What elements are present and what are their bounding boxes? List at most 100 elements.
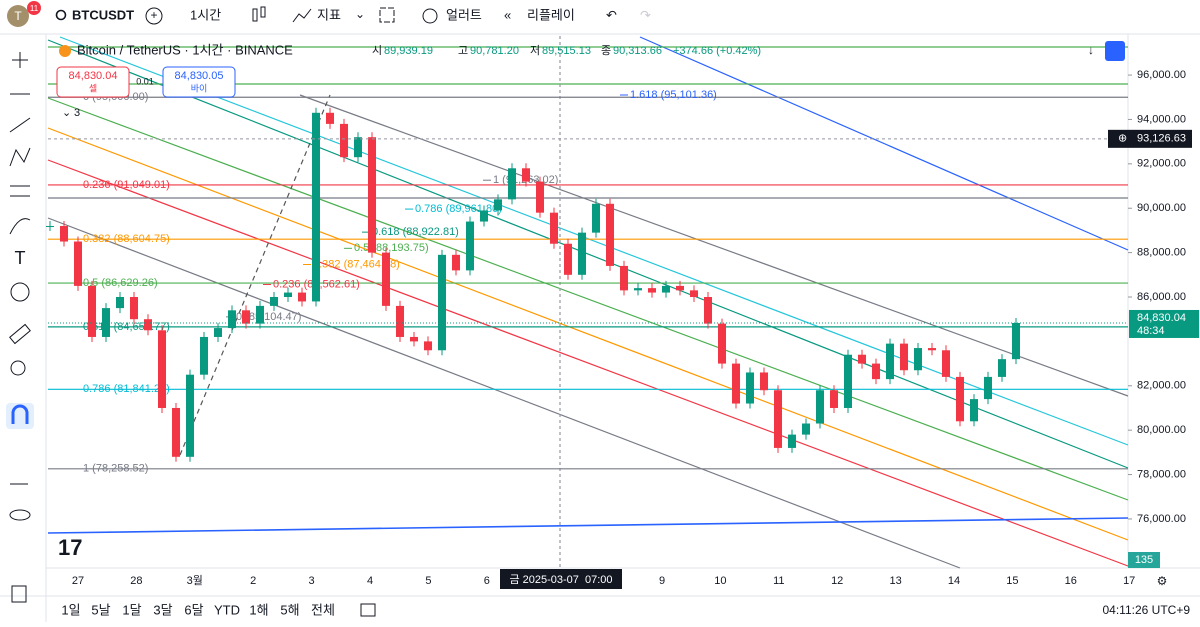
candle-body [648,288,656,293]
price-label: 88,000.00 [1137,247,1186,259]
price-label: 82,000.00 [1137,380,1186,392]
sync-button[interactable] [1105,41,1125,61]
add-symbol[interactable] [145,7,163,25]
candle-body [88,285,96,337]
alert-icon [422,8,438,24]
candle-body [200,336,208,375]
candle-body [760,372,768,391]
search-icon[interactable] [55,9,67,21]
candle-body [368,137,376,253]
candle-body [382,252,390,306]
range-button[interactable]: 1해 [249,602,268,617]
candle-body [354,137,362,158]
time-label: 6 [484,575,490,587]
channel-line [47,159,1129,567]
candle-body [690,290,698,298]
date-range-icon[interactable] [360,603,376,617]
pattern-tool[interactable] [9,147,31,167]
settings[interactable]: ⚙ [1157,574,1168,588]
last-price: 84,830.04 [1137,312,1186,324]
symbol[interactable]: BTCUSDT [72,7,134,22]
price-label: 92,000.00 [1137,158,1186,170]
replay[interactable]: 리플레이 [527,7,575,22]
legend-value: 90,313.66 [613,45,662,57]
fib-label: 0.5 (86,629.26) [83,277,158,289]
legend-label: 고 [458,45,468,57]
brush-tool[interactable] [9,218,31,235]
candle-body [158,330,166,408]
fib-label: 0.236 (91,049.01) [83,179,170,191]
interval[interactable]: 1시간 [190,7,221,22]
candle-body [172,407,180,457]
candle-body [872,363,880,380]
crosshair-plus: ⊕ [1118,133,1127,145]
channel-line [639,36,1129,251]
avatar[interactable] [7,5,29,27]
volume-box [1128,552,1160,568]
emoji-tool[interactable] [10,282,30,302]
ruler-tool[interactable] [9,323,31,345]
indicators[interactable]: 지표 [317,7,341,22]
candle-body [1012,322,1020,360]
chart-type-icon[interactable] [252,8,258,22]
candle-body [508,168,516,200]
legend-label: 종 [601,45,611,57]
candle-body [144,319,152,331]
buy-price: 84,830.05 [175,70,224,82]
candle-body [340,123,348,158]
range-button[interactable]: 1일 [61,602,80,617]
drawings [47,36,1129,569]
order-qty[interactable]: 0.01 [136,76,154,86]
avatar-letter: T [14,9,22,23]
time-label: 28 [130,575,142,587]
time-label: 17 [1123,575,1135,587]
candle-body [942,350,950,377]
collapse-arrow[interactable]: ⌄ [62,107,71,119]
alerts[interactable]: 얼러트 [446,7,482,22]
candle-body [60,225,68,242]
sell-price: 84,830.04 [69,70,118,82]
candle-body [746,372,754,404]
candle-body [438,254,446,351]
candle-body [662,285,670,293]
candle-body [998,359,1006,377]
candle-body [774,390,782,448]
zoom-tool[interactable] [10,360,26,376]
sell-button[interactable] [56,66,130,98]
time-label: 12 [831,575,843,587]
candle-body [242,310,250,324]
time-label: 16 [1065,575,1077,587]
layout-icon[interactable] [379,7,395,23]
range-button[interactable]: 5해 [280,602,299,617]
text-tool[interactable]: T [15,248,26,268]
collapse-count[interactable]: 3 [74,107,80,119]
redo[interactable]: ↷ [640,7,651,22]
fib-label: 1 (78,258.52) [83,463,148,475]
range-button[interactable]: 5날 [91,602,110,617]
legend-value: 89,939.19 [384,45,433,57]
candles [46,107,1020,462]
scroll-down[interactable]: ↓ [1088,43,1094,57]
undo[interactable]: ↶ [606,7,617,22]
range-button[interactable]: 3달 [153,602,172,617]
candle-body [480,210,488,222]
fib-label: 0.5 (88,193.75) [354,242,429,254]
range-button[interactable]: YTD [214,602,240,617]
range-button[interactable]: 6달 [184,602,203,617]
legend-title: Bitcoin / TetherUS · 1시간 · BINANCE [77,42,293,57]
candle-body [900,343,908,371]
trash-tool[interactable] [11,585,27,603]
dropdown[interactable]: ⌄ [355,7,365,21]
range-button[interactable]: 전체 [311,602,335,617]
time-label: 14 [948,575,960,587]
time-label: 15 [1006,575,1018,587]
buy-button[interactable] [162,66,236,98]
magnet-icon [11,404,29,424]
range-button[interactable]: 1달 [122,602,141,617]
candle-body [116,297,124,309]
trend-tool[interactable] [9,117,31,133]
candle-body [214,328,222,337]
visibility-tool[interactable] [9,509,31,521]
